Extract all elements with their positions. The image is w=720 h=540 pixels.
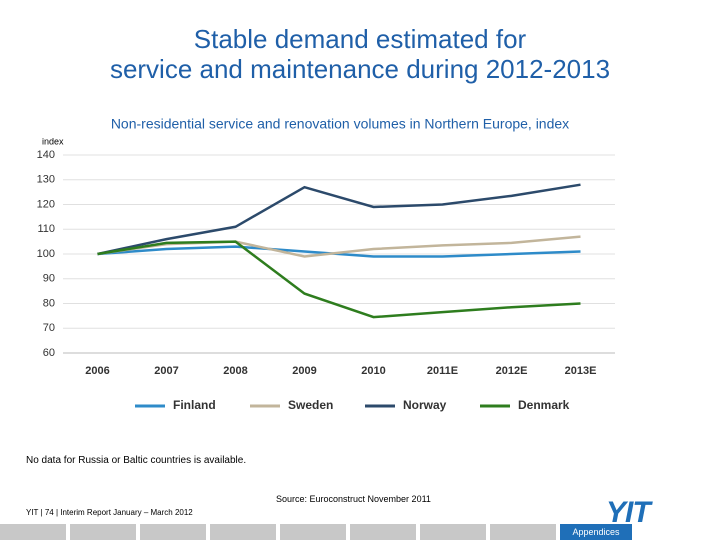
line-series [97, 240, 581, 319]
chart: Non-residential service and renovation v… [37, 116, 615, 412]
slide-title: Stable demand estimated for [193, 24, 527, 54]
tab [280, 524, 346, 540]
tab [70, 524, 136, 540]
y-axis-label: index [42, 136, 64, 146]
x-tick-label: 2009 [292, 365, 316, 377]
y-tick-label: 60 [43, 347, 55, 359]
tab [210, 524, 276, 540]
legend-label: Sweden [288, 398, 333, 412]
slide-title: service and maintenance during 2012-2013 [109, 54, 611, 84]
x-tick-label: 2008 [223, 365, 247, 377]
tab [350, 524, 416, 540]
tab-active[interactable]: Appendices [560, 524, 632, 540]
source: Source: Euroconstruct November 2011 [276, 494, 431, 504]
tab [420, 524, 486, 540]
chart-title: Non-residential service and renovation v… [111, 116, 569, 132]
legend-label: Finland [173, 398, 216, 412]
x-tick-label: 2007 [154, 365, 178, 377]
note: No data for Russia or Baltic countries i… [26, 455, 247, 466]
legend-label: Norway [403, 398, 447, 412]
y-tick-label: 90 [43, 273, 55, 285]
x-tick-label: 2012E [496, 365, 528, 377]
x-tick-label: 2006 [85, 365, 109, 377]
y-tick-label: 100 [37, 248, 55, 260]
x-tick-label: 2011E [427, 365, 458, 377]
tab [490, 524, 556, 540]
tab [0, 524, 66, 540]
legend-label: Denmark [518, 398, 570, 412]
logo: YIT [606, 496, 651, 529]
tab-bar: Appendices [0, 524, 720, 540]
y-tick-label: 140 [37, 149, 55, 161]
y-tick-label: 110 [37, 223, 55, 235]
footer: YIT | 74 | Interim Report January – Marc… [26, 508, 193, 517]
x-tick-label: 2010 [361, 365, 385, 377]
line-series [97, 183, 581, 256]
y-tick-label: 70 [43, 322, 55, 334]
y-tick-label: 80 [43, 297, 55, 309]
y-tick-label: 130 [37, 174, 55, 186]
x-tick-label: 2013E [565, 365, 597, 377]
y-tick-label: 120 [37, 198, 55, 210]
tab [140, 524, 206, 540]
